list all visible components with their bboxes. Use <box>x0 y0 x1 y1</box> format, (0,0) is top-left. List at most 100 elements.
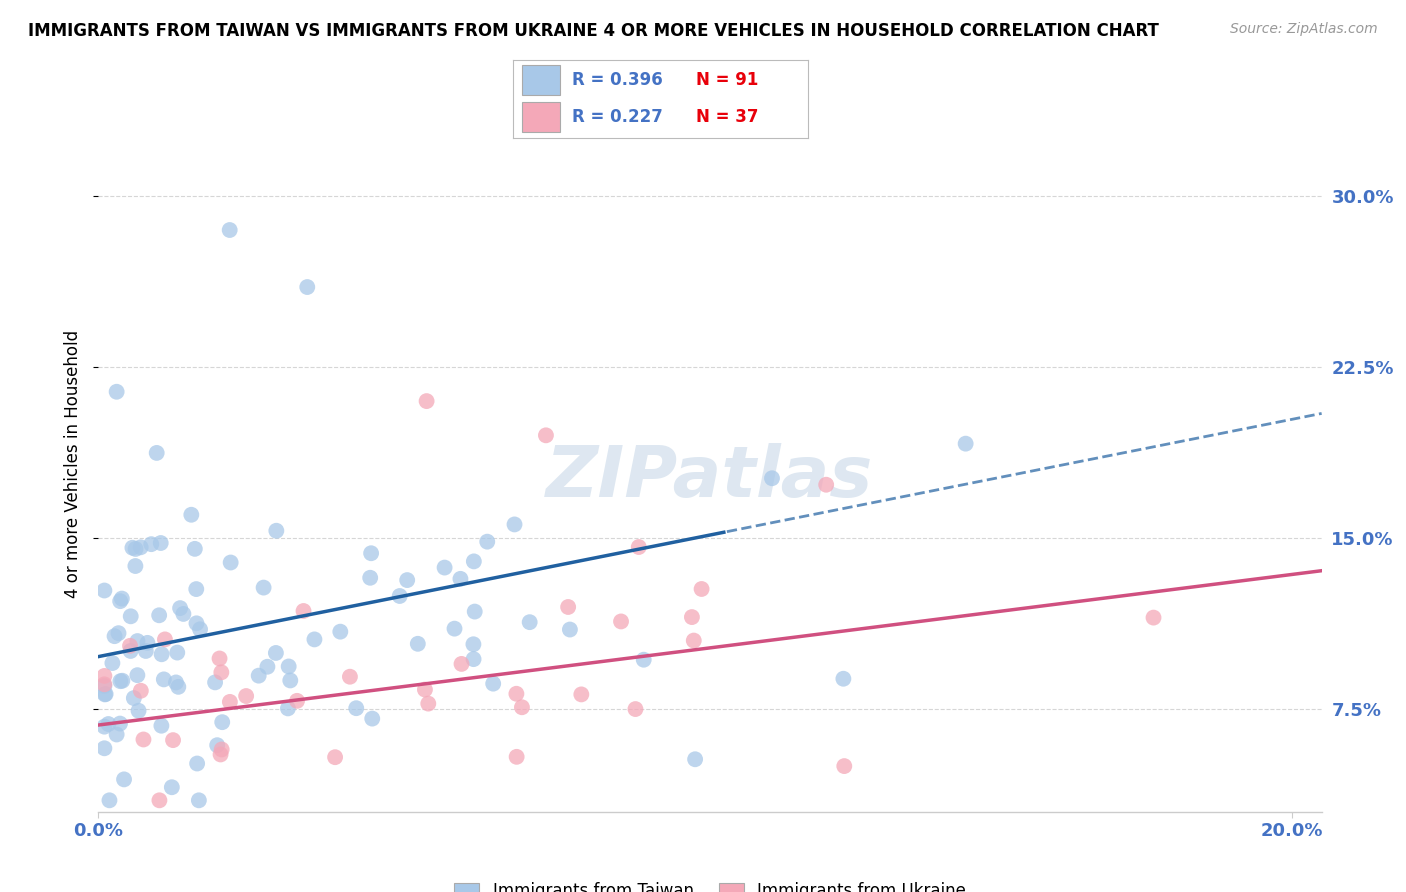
Point <box>235 689 257 703</box>
Point <box>98 793 121 807</box>
Point <box>682 633 704 648</box>
Point <box>463 637 485 651</box>
Point <box>107 626 129 640</box>
Point <box>211 715 233 730</box>
Point <box>557 599 579 614</box>
Text: N = 91: N = 91 <box>696 71 759 89</box>
Point <box>815 477 838 491</box>
Point <box>1142 610 1164 624</box>
Point <box>683 752 706 766</box>
Bar <box>522 103 561 132</box>
Point <box>127 668 149 682</box>
Point <box>690 582 713 596</box>
Text: IMMIGRANTS FROM TAIWAN VS IMMIGRANTS FROM UKRAINE 4 OR MORE VEHICLES IN HOUSEHOL: IMMIGRANTS FROM TAIWAN VS IMMIGRANTS FRO… <box>28 22 1159 40</box>
Point <box>93 669 115 683</box>
Point <box>219 556 242 570</box>
Point <box>482 676 505 690</box>
Point <box>128 704 150 718</box>
Point <box>93 677 115 691</box>
Point <box>209 665 232 680</box>
Point <box>277 659 299 673</box>
Point <box>761 471 783 485</box>
Point <box>94 687 117 701</box>
Point <box>627 540 650 554</box>
Point <box>247 668 270 682</box>
Point <box>304 632 326 647</box>
Point <box>505 749 527 764</box>
Text: N = 37: N = 37 <box>696 108 759 126</box>
Point <box>534 428 557 442</box>
Point <box>415 394 437 409</box>
Point <box>172 607 194 621</box>
Point <box>624 702 647 716</box>
Point <box>165 675 187 690</box>
Point <box>252 581 274 595</box>
Point <box>103 629 125 643</box>
Text: Source: ZipAtlas.com: Source: ZipAtlas.com <box>1230 22 1378 37</box>
Point <box>120 644 142 658</box>
Point <box>323 750 346 764</box>
Point <box>186 756 208 771</box>
Point <box>188 623 211 637</box>
Point <box>93 720 115 734</box>
Point <box>413 682 436 697</box>
Point <box>211 742 233 756</box>
Point <box>388 589 411 603</box>
Point <box>359 571 381 585</box>
Text: ZIPatlas: ZIPatlas <box>547 443 873 512</box>
Point <box>186 616 208 631</box>
Point <box>344 701 367 715</box>
Point <box>111 591 134 606</box>
Point <box>832 759 855 773</box>
Point <box>955 436 977 450</box>
Point <box>148 793 170 807</box>
Point <box>101 656 124 670</box>
Point <box>136 636 159 650</box>
Point <box>464 605 486 619</box>
Point <box>266 524 288 538</box>
Point <box>129 683 152 698</box>
Point <box>129 541 152 555</box>
Point <box>105 727 128 741</box>
Point <box>505 687 527 701</box>
Point <box>184 541 207 556</box>
Point <box>450 657 472 671</box>
Point <box>148 608 170 623</box>
Point <box>132 732 155 747</box>
Point <box>339 670 361 684</box>
Point <box>205 738 228 752</box>
Point <box>110 674 132 689</box>
Point <box>112 772 135 787</box>
Point <box>167 680 190 694</box>
Point <box>278 673 301 688</box>
Point <box>256 659 278 673</box>
Point <box>94 687 117 701</box>
Bar <box>522 65 561 95</box>
Point <box>418 697 440 711</box>
Point <box>127 634 149 648</box>
Point <box>93 741 115 756</box>
Point <box>209 747 232 762</box>
Point <box>93 679 115 693</box>
Point <box>105 384 128 399</box>
Point <box>108 594 131 608</box>
Point <box>111 673 134 688</box>
Y-axis label: 4 or more Vehicles in Household: 4 or more Vehicles in Household <box>65 330 83 598</box>
Point <box>141 537 163 551</box>
Point <box>186 582 208 596</box>
Point <box>449 572 471 586</box>
Text: R = 0.227: R = 0.227 <box>572 108 664 126</box>
Point <box>135 644 157 658</box>
Point <box>569 687 592 701</box>
Point <box>477 534 499 549</box>
Point <box>180 508 202 522</box>
Point <box>122 691 145 706</box>
Point <box>124 541 146 556</box>
Point <box>108 716 131 731</box>
Point <box>443 622 465 636</box>
Point <box>264 646 287 660</box>
Point <box>153 632 176 647</box>
Point <box>396 573 419 587</box>
Point <box>97 717 120 731</box>
Point <box>118 639 141 653</box>
